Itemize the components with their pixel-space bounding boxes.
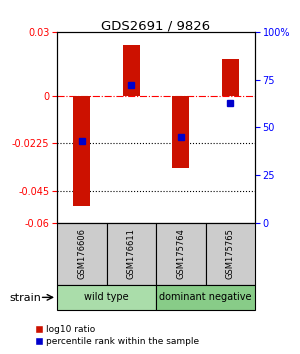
- Bar: [222, 59, 239, 96]
- Text: strain: strain: [9, 293, 41, 303]
- Bar: [172, 96, 189, 168]
- Text: wild type: wild type: [84, 292, 129, 302]
- Text: GSM176611: GSM176611: [127, 229, 136, 279]
- Bar: [206, 223, 255, 285]
- Bar: [57, 223, 106, 285]
- Bar: [156, 223, 206, 285]
- Text: GSM175765: GSM175765: [226, 229, 235, 279]
- Text: dominant negative: dominant negative: [159, 292, 252, 302]
- Text: GSM175764: GSM175764: [176, 229, 185, 279]
- Bar: [57, 285, 156, 310]
- Bar: [73, 96, 90, 206]
- Bar: [106, 223, 156, 285]
- Bar: [156, 285, 255, 310]
- Legend: log10 ratio, percentile rank within the sample: log10 ratio, percentile rank within the …: [32, 321, 203, 349]
- Bar: [123, 45, 140, 96]
- Text: GSM176606: GSM176606: [77, 228, 86, 280]
- Text: GDS2691 / 9826: GDS2691 / 9826: [101, 19, 211, 33]
